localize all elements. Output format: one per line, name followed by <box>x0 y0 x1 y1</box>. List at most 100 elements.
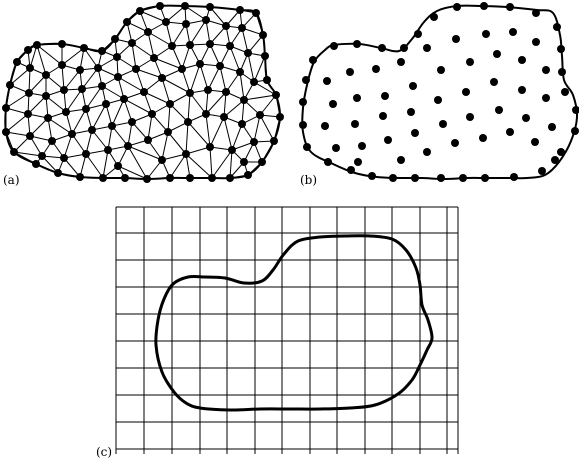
mesh-edge <box>185 121 189 155</box>
interior-node <box>178 65 186 73</box>
interior-node <box>332 144 340 152</box>
boundary-node <box>480 2 488 10</box>
mesh-edge <box>27 95 47 115</box>
interior-node <box>42 92 50 100</box>
boundary-node <box>13 58 21 66</box>
boundary-node <box>10 148 18 156</box>
boundary-node <box>6 81 14 89</box>
boundary-node <box>99 174 107 182</box>
mesh-edge <box>81 67 99 90</box>
interior-node <box>518 56 526 64</box>
interior-node <box>82 150 90 158</box>
mesh-edge <box>239 71 245 101</box>
mesh-edge <box>131 121 149 141</box>
mesh-edge <box>83 47 99 69</box>
mesh-edge <box>167 103 171 133</box>
interior-node <box>423 44 431 52</box>
mesh-nodes <box>2 2 284 183</box>
interior-node <box>164 128 172 136</box>
interior-node <box>384 136 392 144</box>
interior-node <box>60 154 68 162</box>
interior-node <box>381 92 389 100</box>
interior-node <box>220 113 228 121</box>
mesh-edge <box>147 31 155 59</box>
interior-node <box>158 74 166 82</box>
interior-node <box>351 120 359 128</box>
interior-node <box>182 20 190 28</box>
interior-node <box>439 120 447 128</box>
mesh-edge <box>135 68 145 93</box>
mesh-edge <box>209 116 225 148</box>
mesh-edge <box>231 123 243 151</box>
boundary-node <box>24 46 32 54</box>
interior-node <box>240 96 248 104</box>
interior-node <box>124 142 132 150</box>
mesh-edge <box>123 98 153 115</box>
interior-node <box>238 120 246 128</box>
mesh-edge <box>146 159 163 180</box>
interior-node <box>216 62 224 70</box>
interior-node <box>323 77 331 85</box>
mesh-edge <box>28 74 47 94</box>
interior-node <box>184 118 192 126</box>
boundary-node <box>58 40 66 48</box>
mesh-edge <box>28 67 31 94</box>
mesh-edge <box>36 44 47 76</box>
boundary-node <box>2 104 10 112</box>
mesh-edge <box>61 47 85 66</box>
mesh-edge <box>253 81 277 96</box>
mesh-edge <box>229 45 241 73</box>
interior-node <box>88 126 96 134</box>
mesh-edge <box>117 165 148 180</box>
mesh-edge <box>189 63 201 94</box>
mesh-edge <box>131 42 137 70</box>
boundary-node <box>303 143 311 151</box>
interior-node <box>113 53 121 61</box>
mesh-edge <box>171 23 187 47</box>
mesh-edge <box>199 63 209 91</box>
interior-node <box>94 64 102 72</box>
boundary-node <box>258 158 266 166</box>
boundary-node <box>459 174 467 182</box>
boundary-node <box>389 174 397 182</box>
boundary-node <box>309 56 317 64</box>
interior-node <box>108 122 116 130</box>
boundary-node <box>208 174 216 182</box>
mesh-edge <box>127 145 163 161</box>
mesh-edge <box>247 52 255 83</box>
interior-node <box>186 89 194 97</box>
boundary-node <box>368 172 376 180</box>
interior-node <box>551 156 559 164</box>
interior-node <box>162 18 170 26</box>
interior-node <box>68 130 76 138</box>
mesh-edge <box>85 153 104 179</box>
boundary-node <box>236 6 244 14</box>
interior-node <box>346 68 354 76</box>
mesh-edge <box>111 98 125 127</box>
mesh-edge <box>36 44 63 66</box>
boundary-node <box>244 171 252 179</box>
boundary-node <box>76 173 84 181</box>
interior-node <box>120 95 128 103</box>
boundary-node <box>226 174 234 182</box>
interior-node <box>482 30 490 38</box>
mesh-edge <box>111 125 129 147</box>
domain-boundary <box>154 234 434 412</box>
interior-node <box>44 114 52 122</box>
interior-node <box>204 86 212 94</box>
interior-node <box>358 142 366 150</box>
boundary-node <box>532 9 540 17</box>
mesh-edge <box>5 113 29 133</box>
interior-node <box>542 94 550 102</box>
mesh-edge <box>165 5 186 23</box>
mesh-edge <box>187 92 191 123</box>
interior-node <box>479 134 487 142</box>
mesh-edge <box>209 25 227 45</box>
interior-node <box>98 82 106 90</box>
interior-node <box>495 106 503 114</box>
boundary-node <box>330 42 338 50</box>
boundary-node <box>181 2 189 10</box>
mesh-edge <box>209 43 221 67</box>
boundary-node <box>136 7 144 15</box>
interior-node <box>548 123 556 131</box>
